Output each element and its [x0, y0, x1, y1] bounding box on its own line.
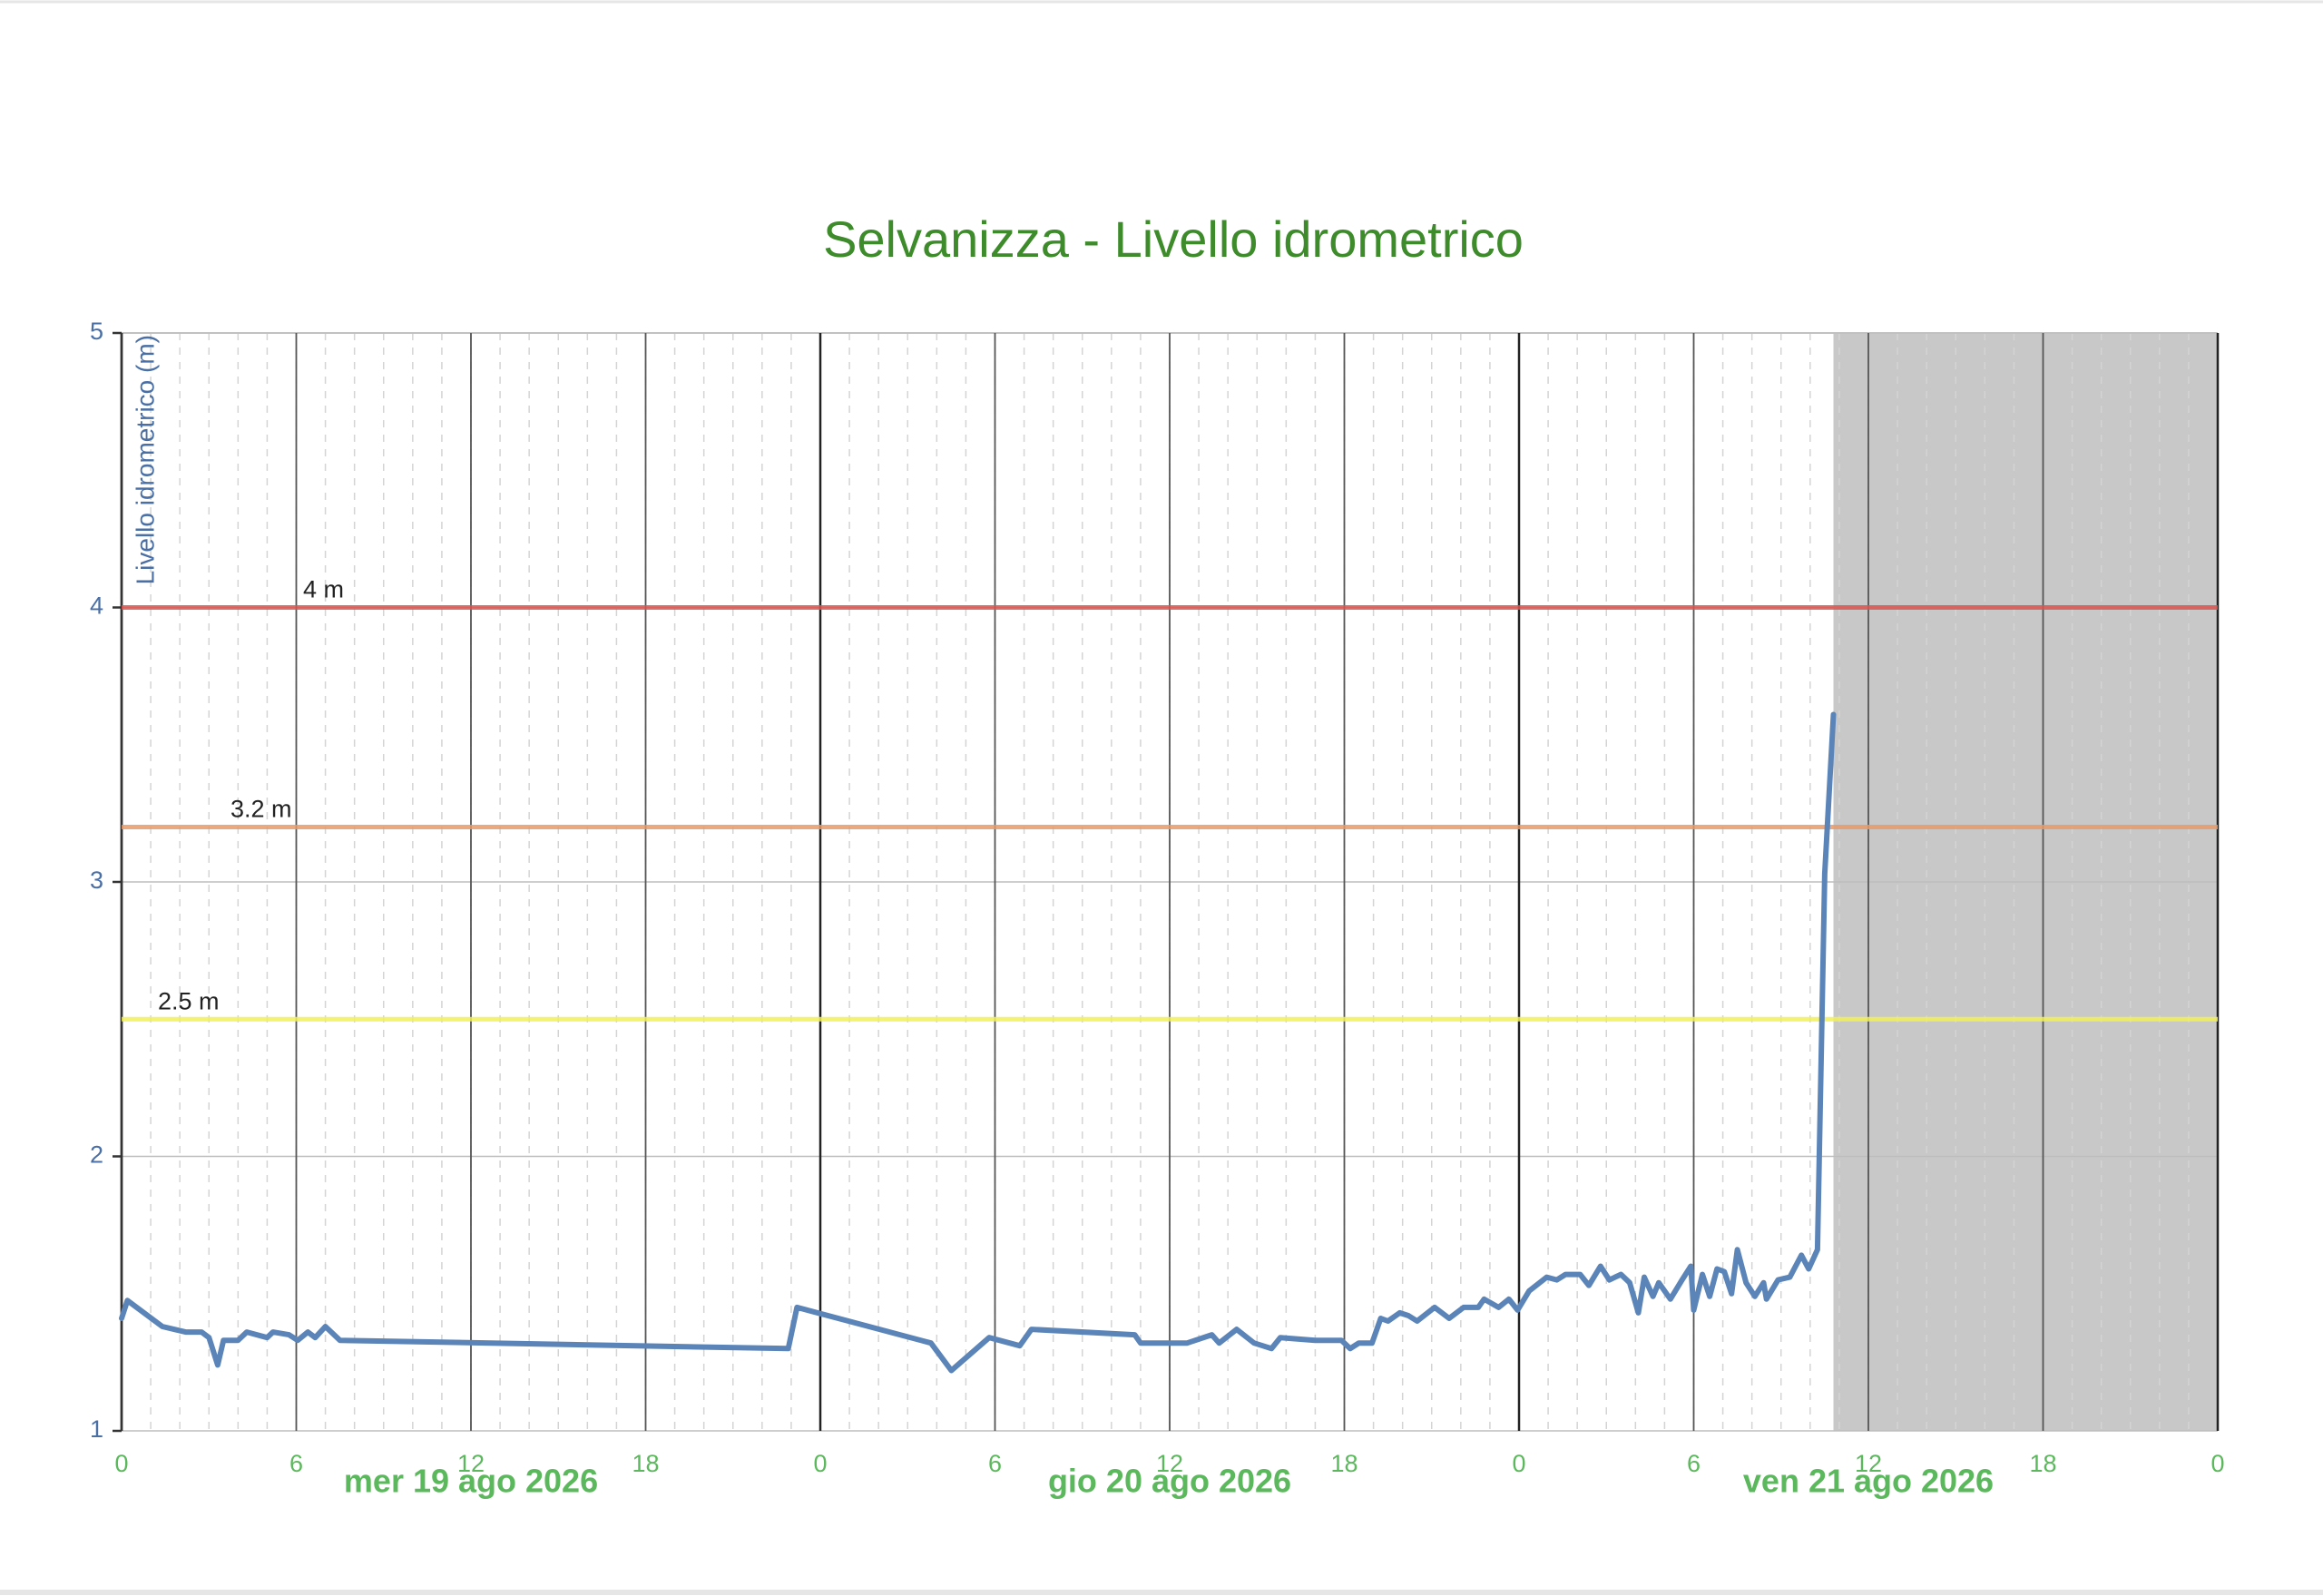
x-tick-label: 6 — [1687, 1450, 1701, 1477]
threshold-label: 2.5 m — [158, 987, 220, 1014]
day-label: gio 20 ago 2026 — [1048, 1463, 1291, 1500]
x-tick-label: 12 — [1156, 1450, 1183, 1477]
x-tick-label: 0 — [114, 1450, 128, 1477]
y-tick-label: 4 — [90, 592, 103, 620]
x-tick-label: 0 — [1512, 1450, 1525, 1477]
y-axis-label: Livello idrometrico (m) — [131, 335, 159, 584]
day-label: mer 19 ago 2026 — [344, 1463, 598, 1500]
x-tick-label: 18 — [1330, 1450, 1358, 1477]
x-tick-label: 6 — [289, 1450, 303, 1477]
y-tick-label: 1 — [90, 1415, 103, 1443]
y-tick-label: 5 — [90, 318, 103, 345]
x-tick-label: 18 — [632, 1450, 659, 1477]
y-tick-label: 3 — [90, 867, 103, 894]
threshold-label: 4 m — [303, 576, 344, 603]
day-label: ven 21 ago 2026 — [1743, 1463, 1994, 1500]
x-tick-label: 18 — [2029, 1450, 2056, 1477]
x-tick-label: 0 — [2210, 1450, 2224, 1477]
data-line — [119, 711, 1837, 1374]
x-tick-label: 12 — [457, 1450, 485, 1477]
y-tick-label: 2 — [90, 1141, 103, 1169]
x-tick-label: 6 — [988, 1450, 1002, 1477]
x-tick-label: 12 — [1855, 1450, 1882, 1477]
x-tick-label: 0 — [813, 1450, 827, 1477]
threshold-label: 3.2 m — [230, 796, 292, 823]
chart-title: Selvanizza - Livello idrometrico — [823, 211, 1524, 268]
